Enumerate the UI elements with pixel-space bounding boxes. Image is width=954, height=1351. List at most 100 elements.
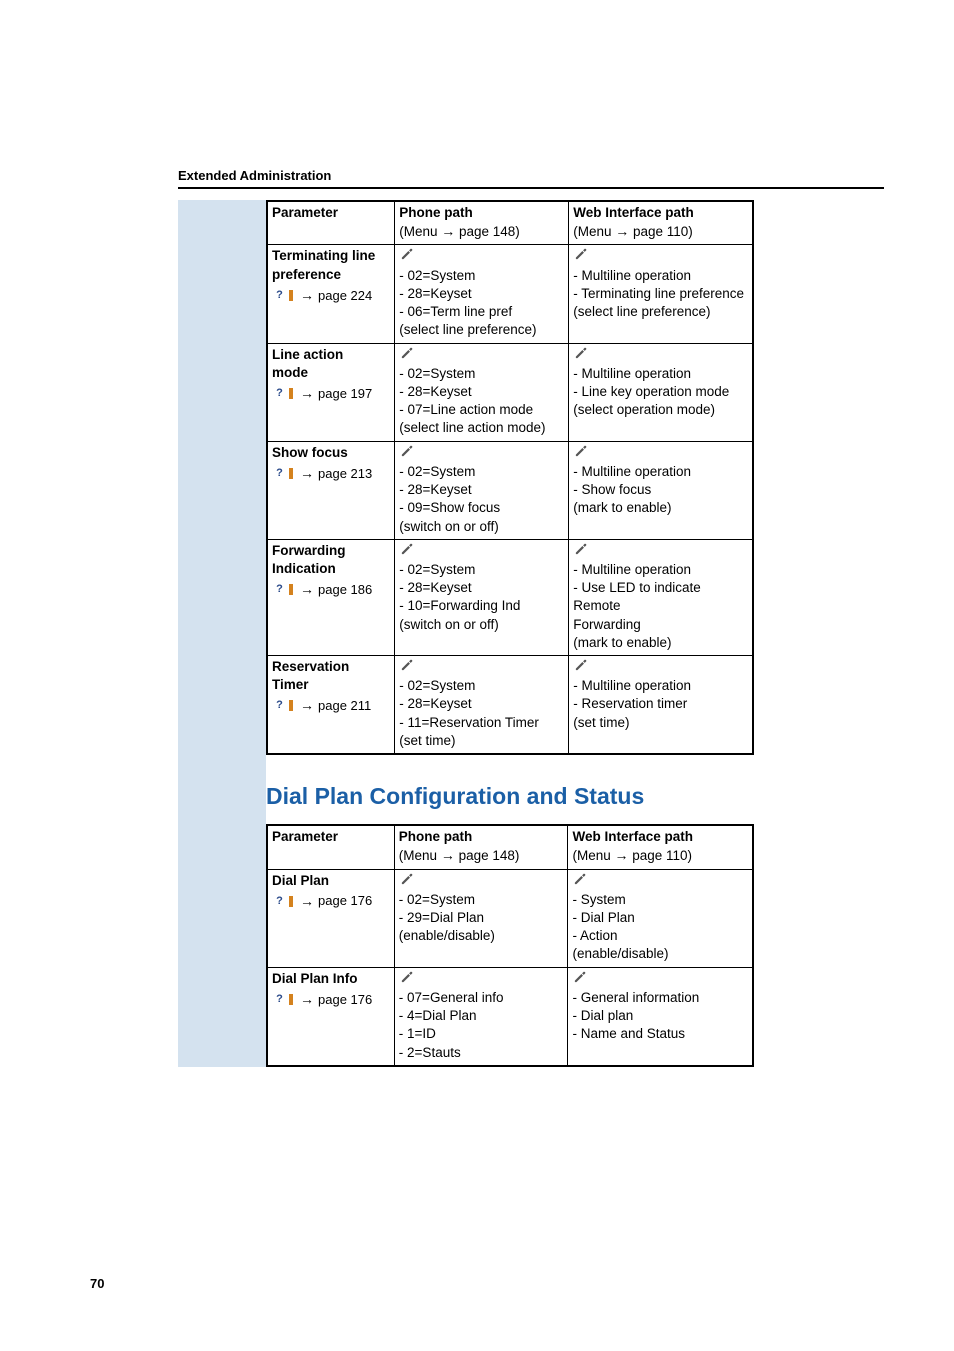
phone-line: - 28=Keyset [399, 580, 471, 595]
arrow-icon: → [300, 580, 314, 599]
page-ref-text: page 197 [318, 385, 372, 403]
phone-path-cell: - 02=System- 29=Dial Plan(enable/disable… [394, 869, 568, 967]
param-name-text: Indication [272, 560, 390, 578]
web-path-cell: - System- Dial Plan- Action(enable/disab… [568, 869, 753, 967]
web-path-sub: (Menu → page 110) [572, 848, 692, 863]
help-link[interactable]: → page 197 [272, 384, 390, 403]
help-link[interactable]: → page 211 [272, 696, 390, 715]
arrow-icon: → [300, 384, 314, 403]
help-link[interactable]: → page 213 [272, 464, 390, 483]
table-header-row: Parameter Phone path (Menu → page 148) W… [267, 825, 753, 869]
web-line: - Name and Status [572, 1026, 685, 1041]
web-line: - System [572, 892, 625, 907]
help-link[interactable]: → page 176 [272, 990, 390, 1009]
param-name-text: Dial Plan Info [272, 970, 390, 988]
param-cell: Show focus → page 213 [267, 441, 395, 539]
parameter-table-2: Parameter Phone path (Menu → page 148) W… [266, 824, 754, 1067]
arrow-icon: → [300, 990, 314, 1009]
header-phone-path: Phone path (Menu → page 148) [395, 201, 569, 245]
page-ref-text: page 213 [318, 465, 372, 483]
phone-path-sub: (Menu → page 148) [399, 224, 520, 239]
web-path-cell: - Multiline operation- Line key operatio… [569, 343, 753, 441]
web-line: - Multiline operation [573, 268, 691, 283]
arrow-icon: → [300, 286, 314, 305]
web-line: (enable/disable) [572, 946, 668, 961]
phone-line: - 02=System [399, 892, 475, 907]
phone-path-cell: - 02=System- 28=Keyset- 06=Term line pre… [395, 245, 569, 343]
wrench-icon [573, 346, 589, 360]
phone-line: (enable/disable) [399, 928, 495, 943]
question-icon [272, 699, 287, 713]
web-path-title: Web Interface path [573, 205, 694, 220]
phone-line: - 28=Keyset [399, 384, 471, 399]
web-path-cell: - General information- Dial plan- Name a… [568, 967, 753, 1066]
param-name-text: Dial Plan [272, 872, 390, 890]
web-line: (select line preference) [573, 304, 710, 319]
phone-path-sub: (Menu → page 148) [399, 848, 520, 863]
wrench-icon [573, 658, 589, 672]
question-icon [272, 992, 287, 1006]
page-ref-text: page 186 [318, 581, 372, 599]
param-cell: Line actionmode→ page 197 [267, 343, 395, 441]
web-path-sub: (Menu → page 110) [573, 224, 693, 239]
phone-path-cell: - 02=System- 28=Keyset- 10=Forwarding In… [395, 539, 569, 655]
phone-line: (select line preference) [399, 322, 536, 337]
section-heading: Dial Plan Configuration and Status [266, 783, 754, 810]
arrow-icon: → [441, 847, 455, 863]
phone-path-title: Phone path [399, 829, 473, 844]
wrench-icon [399, 444, 415, 458]
phone-line: - 28=Keyset [399, 482, 471, 497]
table-row: Dial Plan → page 176- 02=System- 29=Dial … [267, 869, 753, 967]
param-name-text: Show focus [272, 444, 390, 462]
table-row: Terminating linepreference→ page 224- 02… [267, 245, 753, 343]
wrench-icon [573, 542, 589, 556]
wrench-icon [572, 872, 588, 886]
phone-line: - 02=System [399, 678, 475, 693]
param-cell: Terminating linepreference→ page 224 [267, 245, 395, 343]
web-line: - Multiline operation [573, 464, 691, 479]
wrench-icon [399, 247, 415, 261]
page-ref-text: page 211 [318, 697, 371, 715]
help-link[interactable]: → page 186 [272, 580, 390, 599]
wrench-icon [572, 970, 588, 984]
param-cell: ReservationTimer→ page 211 [267, 656, 395, 755]
wrench-icon [399, 872, 415, 886]
help-link[interactable]: → page 224 [272, 286, 390, 305]
param-cell: Dial Plan Info → page 176 [267, 967, 394, 1066]
phone-path-cell: - 02=System- 28=Keyset- 11=Reservation T… [395, 656, 569, 755]
web-line: - Dial Plan [572, 910, 634, 925]
phone-line: - 28=Keyset [399, 696, 471, 711]
phone-line: (select line action mode) [399, 420, 545, 435]
phone-path-cell: - 02=System- 28=Keyset- 07=Line action m… [395, 343, 569, 441]
help-link[interactable]: → page 176 [272, 892, 390, 911]
web-line: (select operation mode) [573, 402, 715, 417]
sidebar-band [178, 200, 266, 1067]
param-cell: ForwardingIndication→ page 186 [267, 539, 395, 655]
table-row: Dial Plan Info → page 176 - 07=General inf… [267, 967, 753, 1066]
phone-line: - 02=System [399, 268, 475, 283]
phone-line: - 07=Line action mode [399, 402, 533, 417]
wrench-icon [399, 658, 415, 672]
wrench-icon [573, 444, 589, 458]
marker-icon [289, 388, 293, 399]
phone-line: - 07=General info [399, 990, 504, 1005]
question-icon [272, 583, 287, 597]
web-line: (set time) [573, 715, 629, 730]
header-web-path: Web Interface path (Menu → page 110) [569, 201, 753, 245]
question-icon [272, 386, 287, 400]
page-ref-text: page 176 [318, 892, 372, 910]
content-area: Parameter Phone path (Menu → page 148) W… [266, 200, 754, 1067]
phone-path-cell: - 02=System- 28=Keyset- 09=Show focus(sw… [395, 441, 569, 539]
web-line: (mark to enable) [573, 635, 671, 650]
wrench-icon [573, 247, 589, 261]
web-path-cell: - Multiline operation- Show focus(mark t… [569, 441, 753, 539]
table-row: ReservationTimer→ page 211 - 02=System - 2… [267, 656, 753, 755]
wrench-icon [399, 970, 415, 984]
web-line: - Reservation timer [573, 696, 687, 711]
web-line: Forwarding [573, 617, 641, 632]
table-row: Forwarding Indication → page 186 - 02=Syste… [267, 539, 753, 655]
marker-icon [289, 994, 293, 1005]
phone-line: - 2=Stauts [399, 1045, 461, 1060]
phone-line: (set time) [399, 733, 455, 748]
web-path-cell: - Multiline operation- Terminating line … [569, 245, 753, 343]
